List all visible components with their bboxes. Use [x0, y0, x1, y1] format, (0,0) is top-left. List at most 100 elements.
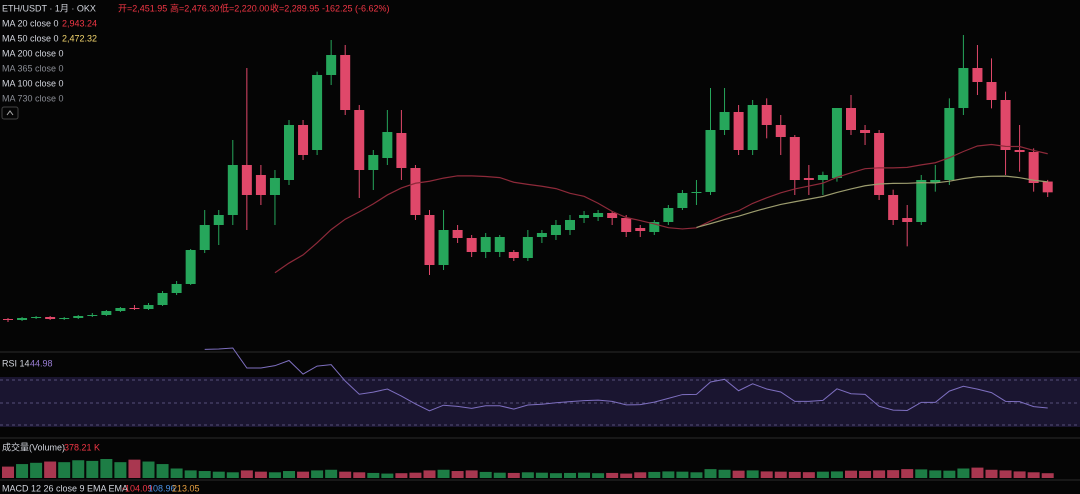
volume-bar — [367, 472, 380, 478]
candle-body — [550, 225, 561, 235]
volume-bar — [887, 470, 900, 478]
volume-bar — [283, 471, 295, 478]
candle-body — [972, 68, 983, 82]
collapse-button[interactable] — [1, 106, 19, 120]
volume-bar — [423, 470, 436, 478]
candle-body — [803, 178, 814, 180]
volume-value: 378.21 K — [64, 442, 100, 452]
candle-body — [944, 108, 955, 180]
volume-bar — [830, 471, 843, 478]
volume-bar — [1027, 472, 1040, 478]
candle-body — [663, 208, 674, 222]
candle-body — [1028, 152, 1039, 183]
candle-body — [480, 237, 491, 252]
volume-bar — [788, 471, 801, 478]
candle-body — [986, 82, 997, 100]
volume-bar — [915, 469, 928, 478]
volume-bar — [254, 471, 267, 478]
volume-bar — [971, 467, 984, 478]
volume-bar — [648, 471, 661, 478]
candle-body — [326, 55, 337, 75]
candle-body — [1042, 181, 1053, 193]
candle-body — [958, 68, 969, 108]
volume-bar — [859, 470, 872, 478]
candle-body — [157, 293, 168, 305]
candle-body — [17, 318, 28, 320]
legend: ETH/USDT · 1月 · OKX 开=2,451.95 高=2,476.3… — [1, 2, 390, 493]
candle-body — [621, 218, 632, 232]
volume-bar — [72, 460, 85, 478]
volume-bar — [690, 472, 703, 478]
candle-body — [705, 130, 716, 192]
volume-bar — [16, 464, 29, 478]
volume-bar — [521, 472, 534, 478]
candle-body — [255, 175, 266, 195]
volume-bar — [212, 471, 225, 478]
candle-body — [340, 55, 351, 110]
candle-body — [817, 175, 828, 180]
macd-label: MACD 12 26 close 9 EMA EMA — [2, 483, 128, 493]
rsi-label: RSI 14 — [2, 358, 30, 368]
volume-bar — [676, 471, 689, 478]
volume-bar — [774, 471, 787, 478]
candle-body — [607, 213, 618, 218]
candle-body — [31, 317, 42, 318]
candle-body — [747, 105, 758, 150]
high: 高=2,476.30 — [170, 2, 219, 13]
candle-body — [733, 112, 744, 150]
candle-body — [761, 105, 772, 125]
volume-bar — [564, 472, 576, 478]
candle-body — [536, 233, 547, 237]
candle-body — [3, 319, 13, 320]
macd-value: -104.09 — [122, 483, 153, 493]
volume-bar — [353, 472, 366, 478]
candle-body — [269, 178, 280, 195]
volume-bar — [268, 472, 281, 478]
candle-body — [171, 284, 182, 293]
candle-body — [677, 193, 688, 208]
candle-body — [874, 133, 885, 195]
candle-body — [438, 230, 449, 265]
ma-label: MA 50 close 0 — [2, 33, 59, 43]
volume-bar — [816, 471, 829, 478]
volume-bar — [381, 473, 394, 478]
volume-bar — [451, 471, 464, 478]
candle-body — [691, 192, 702, 193]
candle-body — [354, 110, 365, 170]
candle-body — [284, 125, 294, 180]
candle-body — [298, 125, 309, 155]
rsi-band — [0, 377, 1080, 427]
volume-bar — [634, 472, 647, 478]
volume-bar — [240, 470, 253, 478]
volume-bar — [592, 473, 605, 478]
candle-body — [87, 315, 98, 316]
volume-bar — [718, 469, 731, 478]
volume-bar — [620, 473, 633, 478]
candle-body — [775, 125, 786, 137]
candle-body — [930, 180, 941, 183]
macd-value: 213.05 — [172, 483, 200, 493]
macd-value: 108.96 — [148, 483, 176, 493]
candle-body — [649, 222, 660, 232]
open: 开=2,451.95 — [118, 3, 167, 13]
volume-bar — [58, 462, 71, 478]
low: 低=2,220.00 — [220, 2, 269, 13]
candle-body — [831, 108, 842, 178]
volume-bar — [86, 460, 99, 478]
candle-body — [45, 317, 56, 319]
candle-body — [916, 180, 927, 222]
rsi-value: 44.98 — [30, 358, 53, 368]
volume-bar — [732, 470, 745, 478]
candle-body — [860, 130, 871, 133]
candle-body — [101, 311, 112, 315]
candle-body — [241, 165, 252, 195]
volume-bar — [507, 472, 520, 478]
volume-bar — [128, 459, 141, 478]
candle-body — [410, 168, 421, 215]
volume-bar — [311, 470, 324, 478]
ma-line — [274, 143, 1048, 274]
volume-bar — [409, 472, 422, 478]
volume-bar — [760, 471, 773, 478]
candle-body — [593, 213, 604, 217]
